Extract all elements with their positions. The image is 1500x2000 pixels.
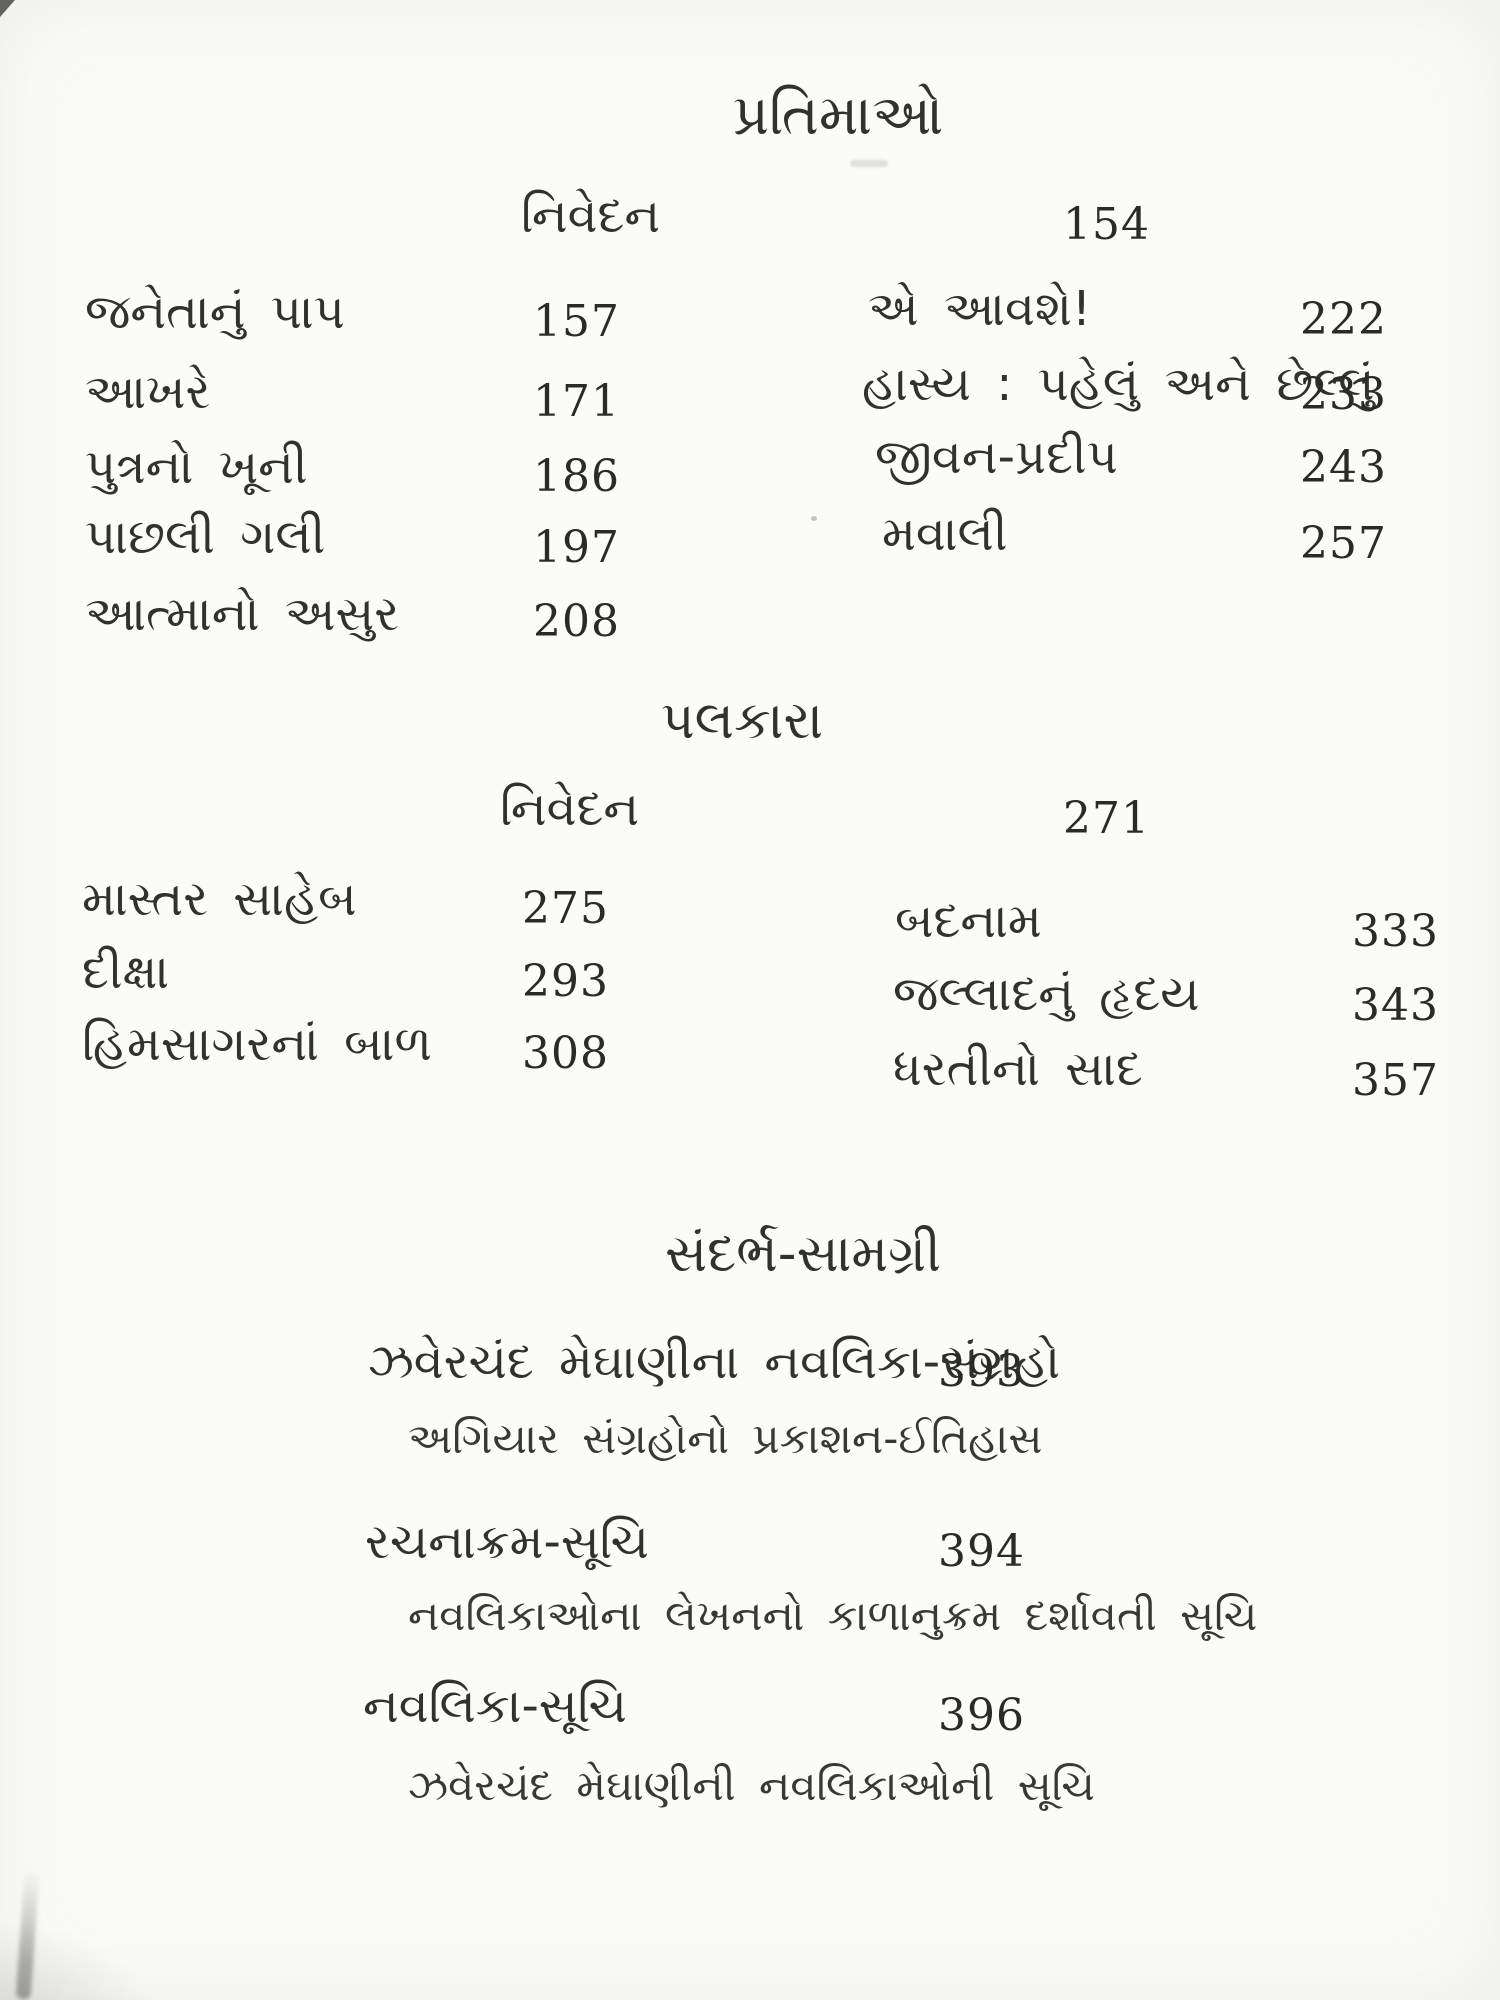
toc-entry-title: મવાલી [882, 506, 1008, 562]
toc-entry-page-number: 393 [938, 1346, 1025, 1397]
toc-entry-page-number: 396 [938, 1690, 1025, 1741]
toc-entry-page-number: 233 [1300, 369, 1387, 420]
toc-entry-page-number: 333 [1352, 906, 1439, 957]
toc-entry-page-number: 222 [1300, 294, 1387, 345]
toc-entry-title: નવલિકા-સૂચિ [363, 1678, 627, 1734]
toc-entry-title: ધરતીનો સાદ [893, 1041, 1143, 1097]
toc-entry-page-number: 157 [533, 296, 620, 347]
toc-entry-page-number: 357 [1352, 1055, 1439, 1106]
section-title: પલકારા [660, 691, 824, 751]
toc-entry-note: ઝવેરચંદ મેઘાણીની નવલિકાઓની સૂચિ [408, 1761, 1095, 1810]
toc-entry-page-number: 243 [1300, 442, 1387, 493]
toc-entry-page-number: 271 [1063, 793, 1150, 844]
section-title: પ્રતિમાઓ [732, 83, 944, 148]
toc-entry-title: એ આવશે! [868, 281, 1092, 337]
toc-entry-title: દીક્ષા [82, 944, 170, 1000]
toc-entry-title: નિવેદન [521, 188, 661, 244]
toc-entry-title: રચનાક્રમ-સૂચિ [365, 1514, 649, 1570]
scan-shade [0, 1920, 160, 2000]
toc-entry-title: હાસ્ય : પહેલું અને છેલ્લું [862, 356, 1375, 412]
toc-entry-title: પુત્રનો ખૂની [85, 439, 308, 495]
toc-entry-note: અગિયાર સંગ્રહોનો પ્રકાશન-ઈતિહાસ [408, 1414, 1043, 1463]
toc-entry-page-number: 275 [522, 883, 609, 934]
section-title: સંદર્ભ-સામગ્રી [665, 1224, 941, 1284]
toc-entry-title: ઝવેરચંદ મેઘાણીના નવલિકા-સંગ્રહો [368, 1334, 1061, 1390]
toc-entry-title: પાછલી ગલી [85, 509, 326, 565]
toc-entry-page-number: 343 [1352, 980, 1439, 1031]
toc-entry-title: નિવેદન [500, 781, 640, 837]
toc-entry-title: બદનામ [895, 893, 1042, 949]
toc-entry-page-number: 154 [1063, 199, 1150, 250]
toc-entry-title: જનેતાનું પાપ [85, 284, 345, 340]
toc-entry-page-number: 394 [938, 1526, 1025, 1577]
toc-entry-title: માસ્તર સાહેબ [82, 871, 357, 927]
toc-entry-page-number: 186 [533, 451, 620, 502]
scan-corner-mark [0, 0, 15, 17]
toc-entry-title: જીવન-પ્રદીપ [875, 429, 1118, 485]
toc-entry-note: નવલિકાઓના લેખનનો કાળાનુક્રમ દર્શાવતી સૂચ… [408, 1591, 1258, 1640]
scan-speck [811, 516, 817, 521]
toc-entry-page-number: 308 [522, 1028, 609, 1079]
toc-entry-page-number: 197 [533, 522, 620, 573]
toc-entry-page-number: 171 [533, 376, 620, 427]
scan-smudge [850, 160, 888, 167]
toc-entry-title: હિમસાગરનાં બાળ [82, 1016, 432, 1072]
toc-entry-title: આખરે [85, 364, 211, 420]
toc-entry-page-number: 208 [533, 596, 620, 647]
toc-entry-title: જલ્લાદનું હૃદય [893, 966, 1200, 1022]
toc-entry-page-number: 293 [522, 956, 609, 1007]
toc-entry-title: આત્માનો અસુર [85, 586, 400, 642]
toc-entry-page-number: 257 [1300, 518, 1387, 569]
